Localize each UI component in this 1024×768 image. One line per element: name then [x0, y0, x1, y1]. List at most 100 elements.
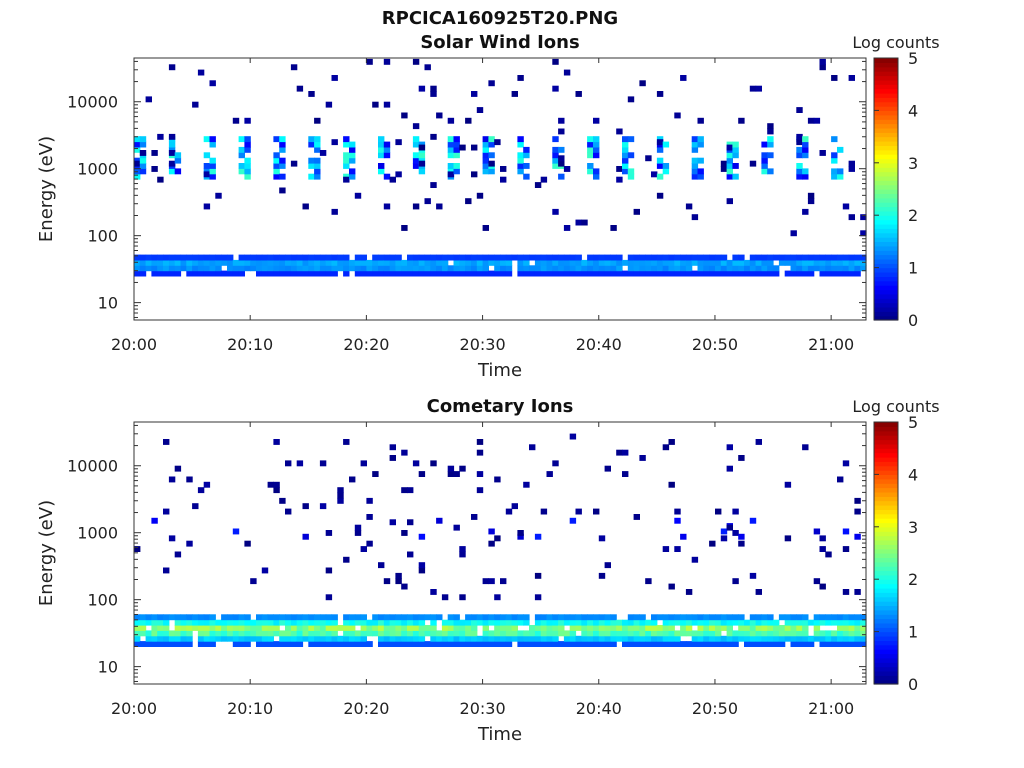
heatmap-cell: [534, 265, 542, 272]
heatmap-cell: [749, 254, 757, 261]
heatmap-cell: [401, 625, 408, 631]
heatmap-cell: [471, 171, 478, 178]
heatmap-cell: [325, 567, 333, 574]
heatmap-cell: [221, 625, 228, 631]
heatmap-cell: [453, 641, 460, 647]
heatmap-cell: [563, 225, 571, 231]
heatmap-cell: [680, 630, 687, 637]
heatmap-cell: [575, 635, 582, 642]
heatmap-cell: [447, 265, 455, 272]
heatmap-cell: [134, 141, 141, 148]
heatmap-cell: [656, 91, 664, 97]
heatmap-cell: [407, 641, 414, 647]
heatmap-cell: [842, 630, 850, 637]
heatmap-cell: [563, 166, 571, 172]
heatmap-cell: [337, 265, 344, 272]
heatmap-cell: [337, 254, 344, 261]
heatmap-cell: [581, 625, 588, 631]
heatmap-cell: [209, 259, 216, 266]
heatmap-cell: [732, 173, 739, 180]
heatmap-cell: [349, 625, 356, 631]
heatmap-cell: [627, 259, 635, 266]
heatmap-cell: [157, 254, 164, 261]
heatmap-cell: [703, 259, 710, 266]
heatmap-cell: [227, 630, 234, 637]
heatmap-cell: [465, 198, 472, 205]
heatmap-cell: [552, 641, 559, 647]
heatmap-cell: [256, 265, 263, 272]
heatmap-cell: [430, 254, 437, 261]
x-tick-label: 20:50: [692, 335, 738, 354]
heatmap-cell: [383, 578, 391, 585]
heatmap-cell: [209, 136, 216, 143]
heatmap-cell: [349, 614, 356, 621]
heatmap-cell: [273, 265, 280, 272]
heatmap-cell: [151, 150, 158, 156]
heatmap-cell: [500, 259, 507, 266]
heatmap-cell: [534, 630, 542, 637]
heatmap-cell: [546, 614, 553, 621]
heatmap-cell: [174, 265, 182, 272]
heatmap-cell: [302, 625, 309, 631]
heatmap-cell: [482, 136, 489, 143]
heatmap-cell: [227, 265, 234, 272]
heatmap-cell: [854, 259, 861, 266]
heatmap-cell: [314, 625, 321, 631]
heatmap-cell: [319, 630, 327, 637]
heatmap-cell: [447, 254, 455, 261]
heatmap-cell: [691, 270, 699, 277]
heatmap-cell: [715, 614, 722, 621]
heatmap-cell: [134, 146, 141, 153]
heatmap-cell: [598, 535, 606, 542]
heatmap-cell: [447, 630, 455, 637]
heatmap-cell: [372, 471, 379, 477]
heatmap-cell: [383, 254, 391, 261]
heatmap-cell: [436, 203, 443, 210]
heatmap-cell: [296, 614, 304, 621]
colorbar-step: [874, 97, 898, 103]
heatmap-cell: [587, 163, 594, 169]
heatmap-cell: [308, 157, 315, 164]
heatmap-cell: [517, 141, 524, 148]
heatmap-cell: [302, 259, 309, 266]
heatmap-cell: [296, 619, 304, 626]
heatmap-cell: [349, 641, 356, 647]
heatmap-cell: [360, 614, 367, 621]
heatmap-cell: [145, 265, 152, 272]
heatmap-cell: [517, 270, 524, 277]
heatmap-cell: [604, 619, 611, 626]
heatmap-cell: [488, 641, 495, 647]
heatmap-cell: [691, 168, 699, 175]
heatmap-cell: [529, 641, 536, 647]
heatmap-cell: [459, 546, 466, 552]
heatmap-cell: [354, 635, 362, 642]
heatmap-cell: [186, 259, 193, 266]
heatmap-cell: [447, 163, 455, 169]
heatmap-cell: [279, 163, 286, 169]
heatmap-cell: [610, 619, 617, 626]
colorbar-step: [874, 289, 898, 295]
heatmap-cell: [505, 635, 513, 642]
heatmap-cell: [569, 270, 577, 277]
heatmap-cell: [831, 173, 838, 180]
heatmap-cell: [674, 265, 681, 272]
heatmap-cell: [616, 635, 623, 642]
heatmap-cell: [244, 173, 251, 180]
heatmap-cell: [715, 508, 722, 515]
heatmap-cell: [418, 641, 426, 647]
heatmap-cell: [168, 254, 176, 261]
heatmap-cell: [622, 157, 629, 164]
heatmap-cell: [813, 619, 821, 626]
heatmap-cell: [738, 533, 745, 540]
heatmap-cell: [749, 270, 757, 277]
heatmap-cell: [424, 64, 431, 71]
heatmap-cell: [534, 533, 542, 540]
heatmap-cell: [139, 641, 147, 647]
heatmap-cell: [436, 517, 443, 524]
heatmap-cell: [854, 630, 861, 637]
heatmap-cell: [244, 625, 251, 631]
heatmap-cell: [168, 641, 176, 647]
heatmap-cell: [378, 141, 385, 148]
heatmap-cell: [563, 69, 571, 76]
heatmap-cell: [163, 619, 170, 626]
